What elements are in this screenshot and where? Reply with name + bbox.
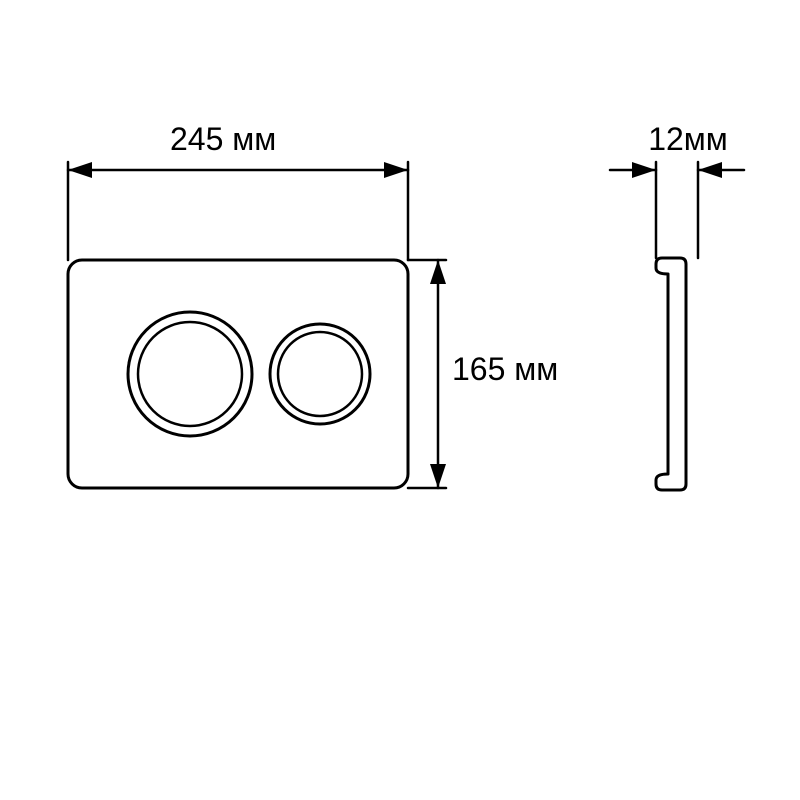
- dimension-width: 245 мм: [68, 121, 408, 260]
- side-view: [656, 258, 686, 490]
- dimension-width-label: 245 мм: [170, 121, 276, 157]
- side-profile: [656, 258, 686, 490]
- plate-outline: [68, 260, 408, 488]
- dimension-height: 165 мм: [408, 260, 558, 488]
- front-view: [68, 260, 408, 488]
- technical-drawing: 245 мм 165 мм 12мм: [0, 0, 800, 800]
- dimension-depth-label: 12мм: [648, 121, 728, 157]
- dimension-depth: 12мм: [610, 121, 744, 258]
- dimension-height-label: 165 мм: [452, 351, 558, 387]
